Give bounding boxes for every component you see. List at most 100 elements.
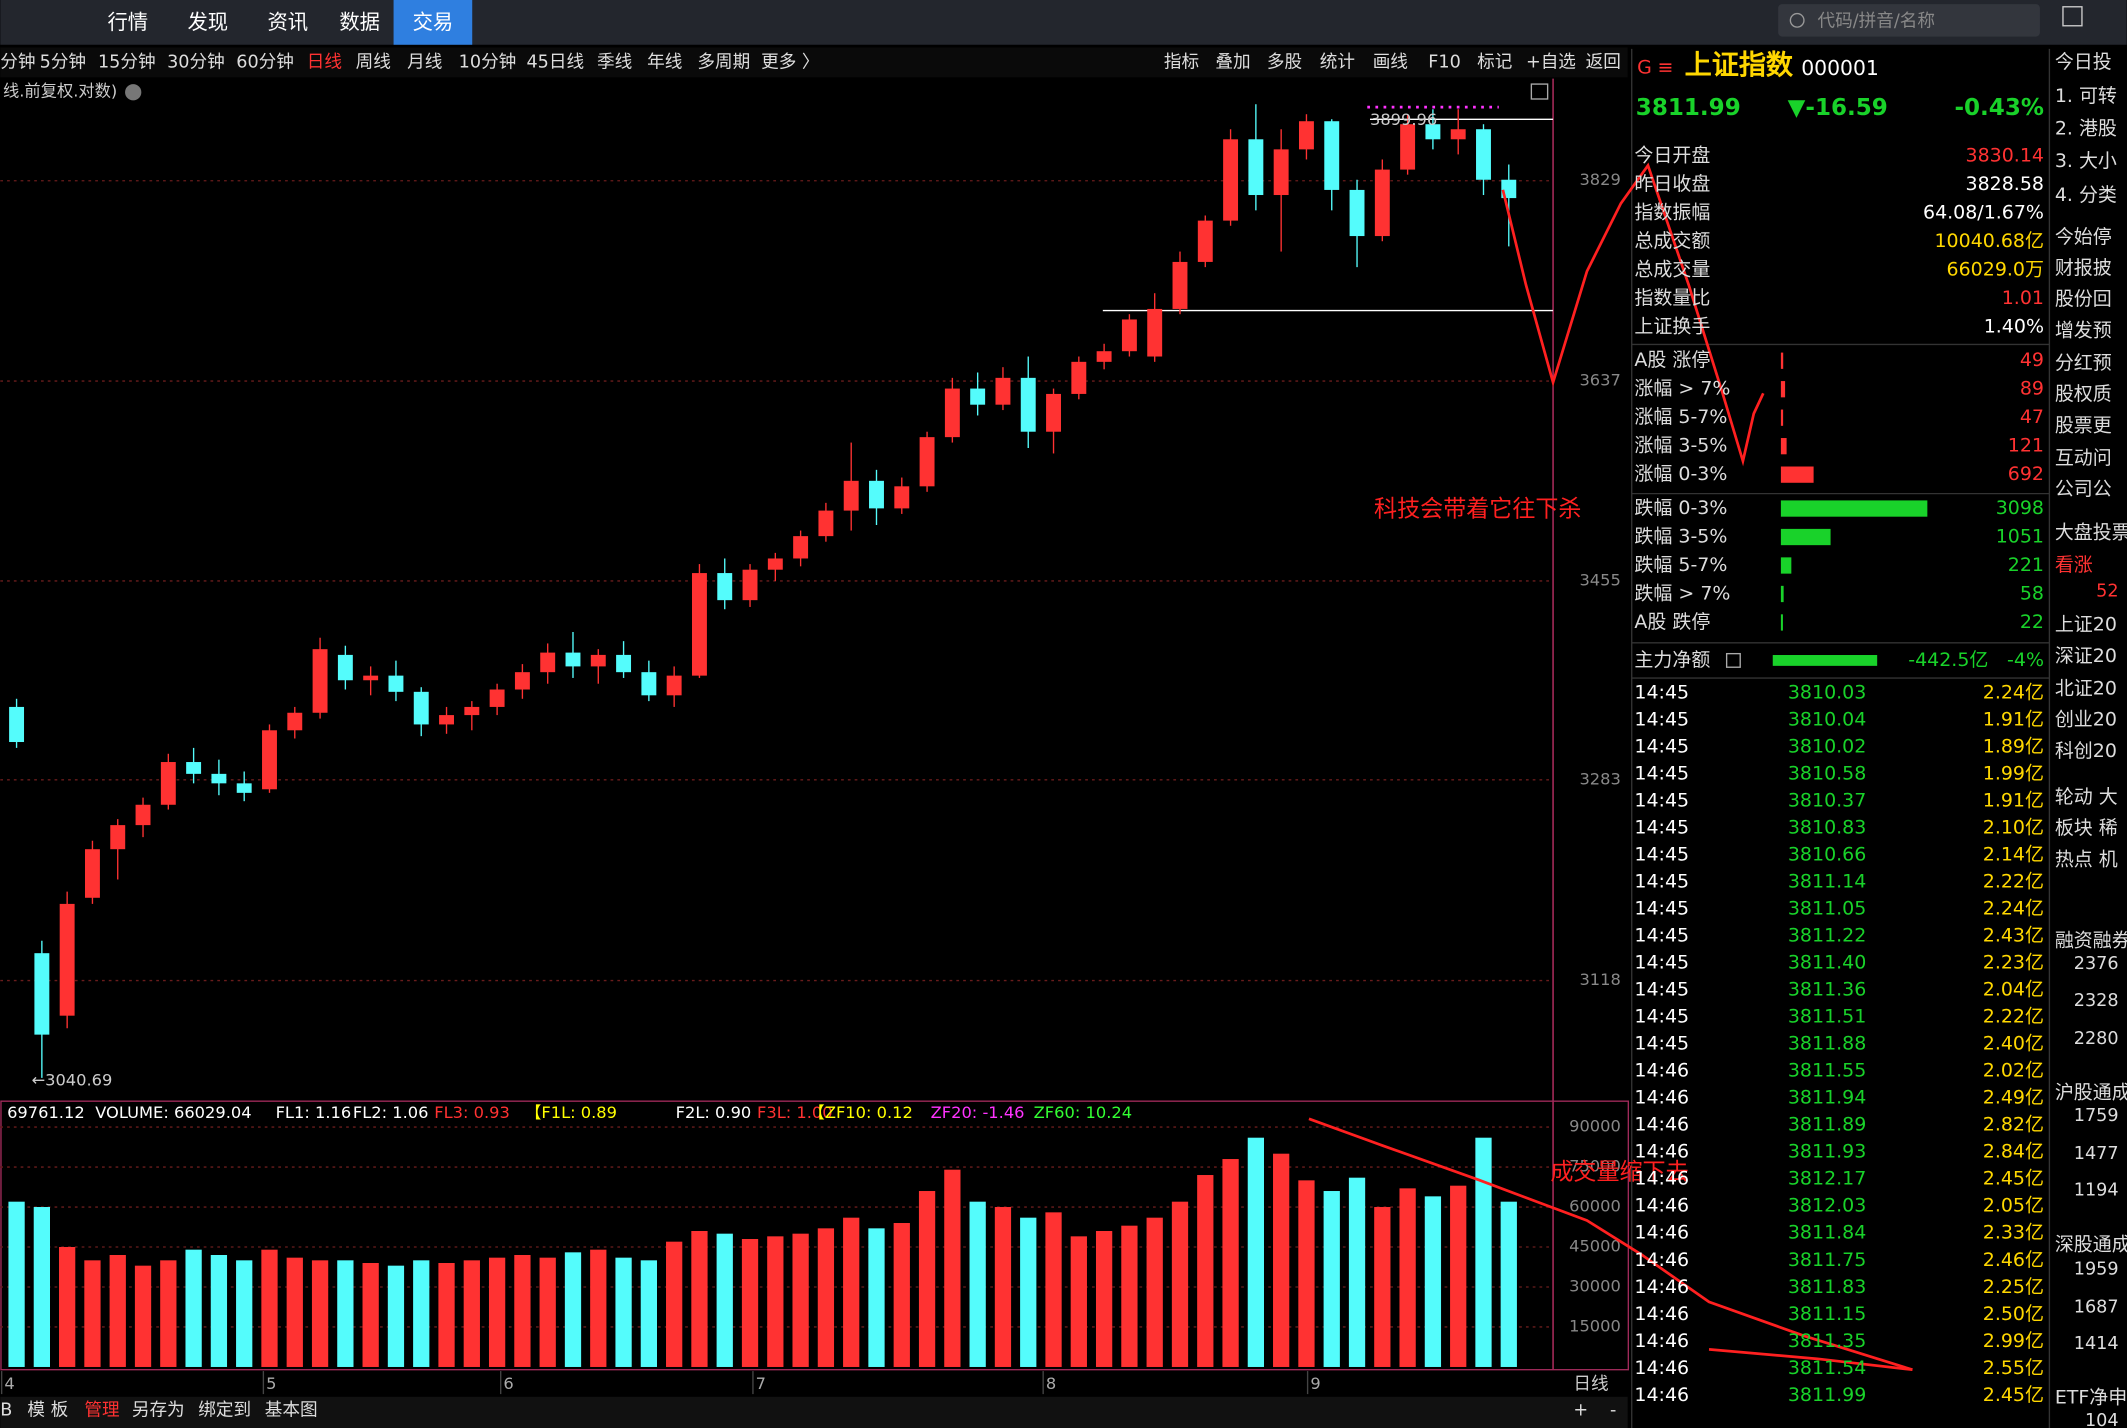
- tool-button[interactable]: 统计: [1320, 52, 1355, 72]
- side-item[interactable]: 上证20: [2055, 614, 2117, 636]
- side-item[interactable]: 财报披: [2055, 257, 2112, 279]
- bottom-button[interactable]: 模 板: [27, 1400, 68, 1420]
- side-item[interactable]: 深证20: [2055, 645, 2117, 667]
- panel-icon[interactable]: [1530, 83, 1549, 100]
- period-tab[interactable]: 日线: [307, 52, 342, 72]
- side-item[interactable]: 公司公: [2055, 478, 2112, 500]
- volume-bar: [362, 1263, 379, 1367]
- period-tab[interactable]: 45日线: [526, 52, 584, 72]
- period-tab[interactable]: 月线: [407, 52, 442, 72]
- nav-item[interactable]: 发现: [187, 10, 228, 34]
- side-item[interactable]: 热点 机: [2055, 848, 2118, 870]
- nav-item[interactable]: 数据: [339, 10, 380, 34]
- flow-bar: [1772, 655, 1878, 666]
- side-item[interactable]: 深股通成: [2055, 1233, 2127, 1255]
- flag: G: [1637, 56, 1652, 78]
- nav-item[interactable]: 资讯: [267, 10, 308, 34]
- tool-button[interactable]: 标记: [1477, 52, 1512, 72]
- breadth-label: A股 涨停: [1634, 349, 1710, 371]
- tool-button[interactable]: 返回: [1586, 52, 1621, 72]
- side-item[interactable]: 股份回: [2055, 288, 2112, 310]
- candle-body: [514, 672, 530, 690]
- search-box[interactable]: [1778, 4, 2040, 37]
- period-tab[interactable]: 15分钟: [98, 52, 156, 72]
- search-placeholder[interactable]: 代码/拼音/名称: [1818, 12, 1936, 32]
- tick-price: 3811.14: [1788, 871, 1866, 893]
- tick-amount: 1.91亿: [1983, 708, 2044, 730]
- tick-price: 3812.03: [1788, 1195, 1866, 1217]
- index-name: 上证指数: [1685, 50, 1794, 81]
- volume-bar: [1348, 1177, 1366, 1367]
- tool-button[interactable]: 多股: [1267, 52, 1302, 72]
- bottom-button[interactable]: -: [1610, 1400, 1616, 1420]
- flow-value: -442.5亿: [1908, 649, 1988, 671]
- side-item[interactable]: 北证20: [2055, 677, 2117, 699]
- nav-item[interactable]: 交易: [413, 10, 454, 34]
- tick-time: 14:45: [1634, 681, 1689, 703]
- bottom-button[interactable]: 管理: [84, 1400, 120, 1420]
- side-item[interactable]: ETF净申: [2055, 1387, 2127, 1409]
- candle-body: [1071, 361, 1087, 394]
- bottom-button[interactable]: 基本图: [265, 1400, 318, 1420]
- side-item[interactable]: 创业20: [2055, 709, 2117, 731]
- indicator-value: ZF20: -1.46: [931, 1103, 1025, 1122]
- tool-button[interactable]: 叠加: [1215, 52, 1250, 72]
- volume-bar: [236, 1260, 253, 1367]
- breadth-label: 涨幅 0-3%: [1634, 463, 1727, 485]
- candle-body: [666, 675, 682, 696]
- period-tab[interactable]: 30分钟: [167, 52, 225, 72]
- tool-button[interactable]: 画线: [1373, 52, 1408, 72]
- side-item[interactable]: 分红预: [2055, 352, 2112, 374]
- bottom-button[interactable]: 绑定到: [198, 1400, 251, 1420]
- period-tab[interactable]: 10分钟: [459, 52, 517, 72]
- indicator-value: F2L: 0.90: [676, 1103, 752, 1122]
- period-tab[interactable]: 周线: [356, 52, 391, 72]
- nav-item[interactable]: 行情: [107, 10, 148, 34]
- indicator-value: FL1: 1.16: [276, 1103, 352, 1122]
- candle-body: [59, 903, 75, 1016]
- side-item[interactable]: 板块 稀: [2055, 817, 2118, 839]
- candle-body: [970, 388, 986, 405]
- tool-button[interactable]: 指标: [1164, 52, 1199, 72]
- period-tab[interactable]: 年线: [647, 52, 682, 72]
- tick-price: 3810.83: [1788, 817, 1866, 839]
- tick-time: 14:46: [1634, 1222, 1689, 1244]
- period-tab[interactable]: 多周期: [697, 52, 750, 72]
- nav-active[interactable]: [393, 0, 473, 45]
- tool-button[interactable]: +自选: [1526, 52, 1576, 72]
- side-item[interactable]: 大盘投票: [2055, 521, 2127, 543]
- label-toggle[interactable]: [125, 84, 142, 101]
- menu-icon[interactable]: ≡: [1657, 56, 1673, 78]
- side-item[interactable]: 3. 大小: [2055, 150, 2117, 172]
- side-item[interactable]: 今始停: [2055, 226, 2112, 248]
- side-item[interactable]: 1. 可转: [2055, 85, 2117, 107]
- side-item[interactable]: 4. 分类: [2055, 184, 2117, 206]
- candle-body: [34, 953, 50, 1035]
- side-item[interactable]: 融资融券: [2055, 930, 2127, 952]
- period-tab[interactable]: 分钟: [0, 52, 35, 72]
- side-item[interactable]: 科创20: [2055, 740, 2117, 762]
- tool-button[interactable]: F10: [1428, 52, 1461, 72]
- period-tab[interactable]: 5分钟: [40, 52, 86, 72]
- bottom-button[interactable]: +: [1573, 1400, 1588, 1420]
- bottom-button[interactable]: 另存为: [132, 1400, 185, 1420]
- side-item[interactable]: 股票更: [2055, 414, 2112, 436]
- volume-bar: [767, 1236, 784, 1367]
- tick-price: 3811.40: [1788, 952, 1866, 974]
- side-item[interactable]: 轮动 大: [2055, 786, 2118, 808]
- window-icon[interactable]: [2062, 6, 2083, 27]
- side-item[interactable]: 2. 港股: [2055, 117, 2117, 139]
- side-item[interactable]: 看涨: [2055, 554, 2093, 576]
- tick-price: 3811.93: [1788, 1141, 1866, 1163]
- side-item[interactable]: 沪股通成: [2055, 1082, 2127, 1104]
- side-item[interactable]: 互动问: [2055, 447, 2112, 469]
- bottom-button[interactable]: B: [0, 1400, 12, 1420]
- flow-icon[interactable]: [1725, 652, 1741, 668]
- side-item[interactable]: 股权质: [2055, 383, 2112, 405]
- period-tab[interactable]: 60分钟: [236, 52, 294, 72]
- side-item[interactable]: 增发预: [2055, 319, 2112, 341]
- tick-amount: 2.82亿: [1983, 1114, 2044, 1136]
- period-tab[interactable]: 更多 〉: [761, 52, 819, 72]
- period-tab[interactable]: 季线: [597, 52, 632, 72]
- side-item[interactable]: 今日投: [2055, 51, 2112, 73]
